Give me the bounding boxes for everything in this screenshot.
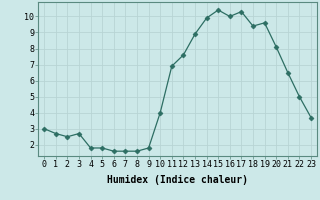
X-axis label: Humidex (Indice chaleur): Humidex (Indice chaleur) <box>107 175 248 185</box>
